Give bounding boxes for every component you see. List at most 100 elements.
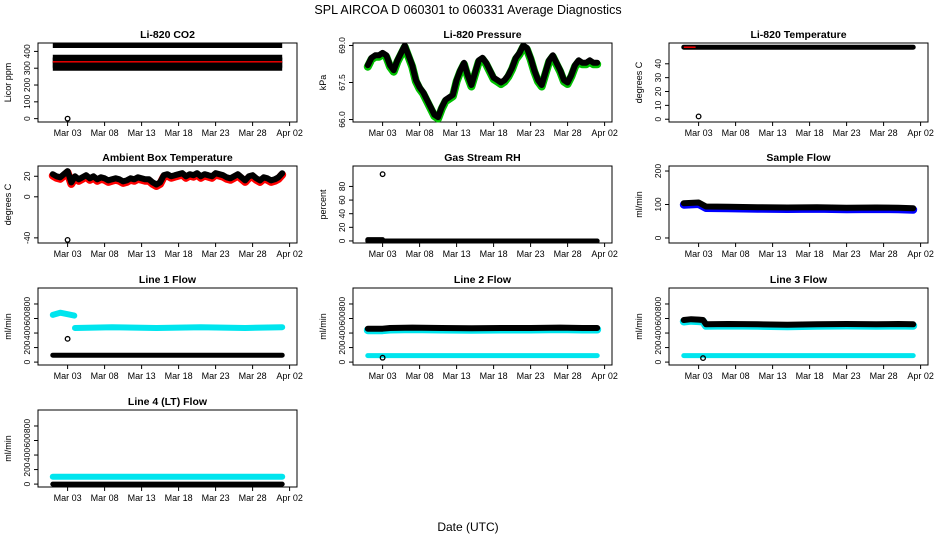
panel-3-xtick-label: Apr 02 [907, 128, 934, 138]
panel-1-frame [37, 42, 298, 123]
panel-8-ytick-label: 400 [337, 326, 347, 340]
panel-5-series-outlier-point [379, 171, 386, 178]
panel-1-ytick-label: 100 [22, 94, 32, 108]
panel-4-frame [37, 165, 298, 244]
panel-3: Li-820 Temperature degrees C 0 10 20 30 40 Mar … [634, 29, 934, 138]
panel-7-xtick-label: Mar 18 [165, 371, 193, 381]
panel-9-ylabel: ml/min [634, 313, 644, 340]
panel-8-ytick-label: 0 [337, 359, 347, 364]
panel-4-xtick-label: Apr 02 [276, 249, 303, 259]
panel-7-series-high-line [49, 309, 78, 319]
panel-7-xtick-label: Mar 03 [54, 371, 82, 381]
panel-5-ytick-label: 40 [337, 209, 347, 219]
panel-9-ytick-label: 200 [653, 340, 663, 354]
panel-3-ytick-label: 20 [653, 87, 663, 97]
panel-1-series-outlier-point [64, 115, 71, 122]
panel-6-xtick-label: Mar 03 [685, 249, 713, 259]
panel-5-xtick-label: Mar 28 [554, 249, 582, 259]
panel-4-title: Ambient Box Temperature [102, 152, 233, 164]
panel-8-series-outlier-point [379, 354, 386, 361]
panel-6-ytick-label: 0 [653, 235, 663, 240]
panel-1-xtick-label: Mar 08 [91, 128, 119, 138]
panel-1-xtick-label: Mar 13 [128, 128, 156, 138]
panel-2-xtick-label: Mar 03 [369, 128, 397, 138]
panel-9-title: Line 3 Flow [770, 274, 828, 286]
panel-10-ytick-label: 600 [22, 433, 32, 447]
panel-1-xtick-label: Mar 23 [202, 128, 230, 138]
panel-2-xtick-label: Mar 23 [517, 128, 545, 138]
panel-9-frame [668, 287, 929, 366]
panel-5-xtick-label: Mar 18 [480, 249, 508, 259]
panel-7-xtick-label: Mar 28 [239, 371, 267, 381]
panel-3-xtick-label: Mar 13 [759, 128, 787, 138]
panel-6: Sample Flow ml/min 0 100 200 Mar 03 Mar 08 Mar … [634, 152, 934, 259]
panel-4-series-outlier-point [64, 236, 71, 243]
panel-2-xtick-label: Mar 13 [443, 128, 471, 138]
panel-8-xtick-label: Mar 18 [480, 371, 508, 381]
panel-2-ytick-label: 66.0 [337, 111, 347, 128]
panel-10-xtick-label: Apr 02 [276, 493, 303, 503]
panel-4-xtick-label: Mar 18 [165, 249, 193, 259]
panel-3-ytick-label: 40 [653, 59, 663, 69]
panel-2-ytick-label: 69.0 [337, 37, 347, 54]
panel-4-ytick-label: 20 [22, 171, 32, 181]
panel-3-xtick-label: Mar 08 [722, 128, 750, 138]
panel-9-xtick-label: Mar 03 [685, 371, 713, 381]
panel-5-xtick-label: Mar 13 [443, 249, 471, 259]
panel-6-xtick-label: Apr 02 [907, 249, 934, 259]
panel-1-ytick-label: 400 [22, 44, 32, 58]
panel-8-frame [352, 287, 613, 366]
panel-1-ytick-label: 200 [22, 78, 32, 92]
panel-2-ytick-label: 67.5 [337, 74, 347, 91]
panel-9-series-upper-line [680, 316, 917, 328]
panel-2-xtick-label: Mar 08 [406, 128, 434, 138]
panel-5-frame [352, 165, 613, 244]
panel-2-xtick-label: Apr 02 [591, 128, 618, 138]
panel-9-xtick-label: Mar 28 [870, 371, 898, 381]
panel-9-ytick-label: 0 [653, 359, 663, 364]
panel-7-ytick-label: 800 [22, 297, 32, 311]
panel-10-xtick-label: Mar 23 [202, 493, 230, 503]
panel-3-title: Li-820 Temperature [750, 29, 846, 41]
panel-2-xtick-label: Mar 28 [554, 128, 582, 138]
panel-7-ytick-label: 0 [22, 359, 32, 364]
panel-8-ylabel: ml/min [318, 313, 328, 340]
panel-1-title: Li-820 CO2 [140, 29, 195, 41]
panel-2-title: Li-820 Pressure [443, 29, 521, 41]
panel-4-xtick-label: Mar 08 [91, 249, 119, 259]
panel-6-series-flow-line [680, 199, 917, 212]
panel-5-ytick-label: 60 [337, 195, 347, 205]
panel-1-ytick-label: 300 [22, 61, 32, 75]
panel-5-title: Gas Stream RH [444, 152, 520, 164]
panel-8-ytick-label: 800 [337, 297, 347, 311]
panel-6-xtick-label: Mar 13 [759, 249, 787, 259]
panel-4-xtick-label: Mar 28 [239, 249, 267, 259]
panel-7-xtick-label: Apr 02 [276, 371, 303, 381]
panel-10-xtick-label: Mar 08 [91, 493, 119, 503]
panel-7-xtick-label: Mar 13 [128, 371, 156, 381]
panel-10-title: Line 4 (LT) Flow [128, 396, 208, 408]
panel-5-ytick-label: 80 [337, 181, 347, 191]
panel-6-xtick-label: Mar 23 [833, 249, 861, 259]
panel-5-xtick-label: Mar 03 [369, 249, 397, 259]
panel-8-ytick-label: 200 [337, 340, 347, 354]
panel-9-xtick-label: Mar 08 [722, 371, 750, 381]
panel-5-xtick-label: Mar 08 [406, 249, 434, 259]
figure-xlabel: Date (UTC) [437, 520, 498, 534]
panel-5-ytick-label: 0 [337, 238, 347, 243]
panel-6-xtick-label: Mar 18 [796, 249, 824, 259]
panel-2-xtick-label: Mar 18 [480, 128, 508, 138]
panel-10-ylabel: ml/min [3, 435, 13, 462]
panel-3-xtick-label: Mar 18 [796, 128, 824, 138]
panel-7-xtick-label: Mar 23 [202, 371, 230, 381]
panel-10-ytick-label: 0 [22, 481, 32, 486]
panel-5-xtick-label: Apr 02 [591, 249, 618, 259]
panel-7-ytick-label: 400 [22, 326, 32, 340]
panel-3-xtick-label: Mar 03 [685, 128, 713, 138]
panel-10-ytick-label: 400 [22, 448, 32, 462]
panel-8-ytick-label: 600 [337, 311, 347, 325]
panel-2: Li-820 Pressure kPa 66.0 67.5 69.0 Mar 03 Mar … [318, 29, 618, 138]
panel-9-ytick-label: 400 [653, 326, 663, 340]
panel-4-xtick-label: Mar 23 [202, 249, 230, 259]
